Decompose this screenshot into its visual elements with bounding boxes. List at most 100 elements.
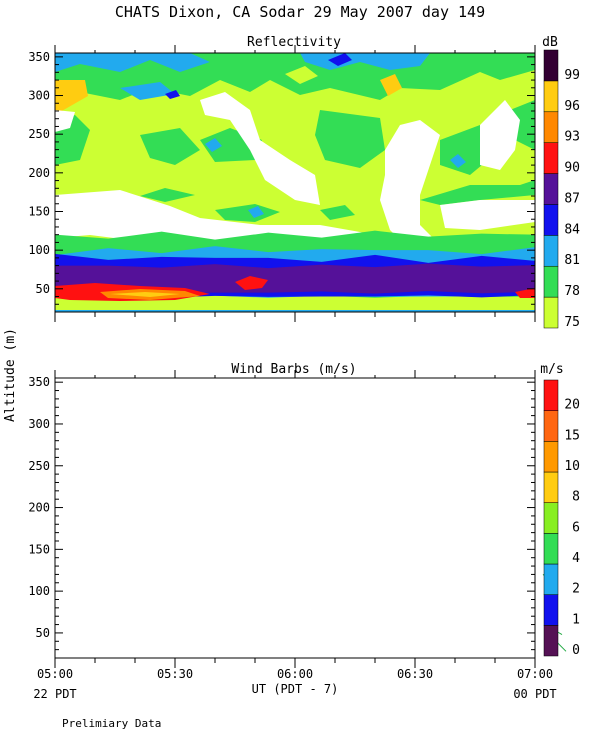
wind-barbs-title: Wind Barbs (m/s) [231, 362, 356, 377]
reflectivity-legend-label-99: 99 [564, 68, 580, 83]
wind-ytick-label-350: 350 [28, 375, 50, 389]
reflectivity-legend-swatch-99 [543, 49, 559, 82]
wind-ytick-label-250: 250 [28, 459, 50, 473]
reflectivity-legend-label-81: 81 [564, 253, 580, 268]
reflectivity-legend-swatch-87 [543, 173, 559, 205]
wind-legend-label-6: 6 [572, 520, 580, 535]
level-81-upper-patch-3 [120, 82, 175, 100]
level-78-mid-patch-10 [320, 205, 355, 220]
wind-legend-swatch-0 [543, 625, 559, 657]
reflectivity-legend-swatch-75 [543, 296, 559, 329]
wind-legend-label-0: 0 [572, 643, 580, 658]
white-region-2 [200, 92, 320, 205]
reflectivity-legend-label-93: 93 [564, 130, 580, 145]
level-81-mid-patch-2 [450, 154, 466, 168]
wind-ytick-label-150: 150 [28, 542, 50, 556]
wind-legend-swatch-15 [543, 410, 559, 442]
reflectivity-legend-label-84: 84 [564, 222, 580, 237]
figure-title: CHATS Dixon, CA Sodar 29 May 2007 day 14… [115, 3, 485, 21]
reflectivity-ytick-label-50: 50 [36, 282, 50, 296]
level-81-mid-patch-3 [248, 206, 264, 218]
level-81-upper-patch-2 [300, 53, 430, 70]
reflectivity-legend-swatch-81 [543, 235, 559, 267]
reflectivity-ytick-label-150: 150 [28, 204, 50, 218]
wind-legend-label-8: 8 [572, 490, 580, 505]
reflectivity-legend-label-90: 90 [564, 161, 580, 176]
y-axis-label: Altitude (m) [3, 328, 18, 422]
level-78-mid-patch-7 [420, 180, 535, 205]
reflectivity-legend-swatch-78 [543, 265, 559, 298]
level-81-upper-patch-1 [55, 53, 210, 72]
x-tick-label-0500: 05:00 [37, 667, 73, 681]
surface-strip [55, 310, 535, 312]
reflectivity-axes: 50 100 150 200 250 300 350 [28, 45, 536, 322]
x-left-note: 22 PDT [33, 687, 76, 701]
level-87-band [55, 263, 535, 294]
white-region-6 [440, 200, 535, 230]
wind-legend-title: m/s [540, 362, 563, 377]
x-tick-label-0700: 07:00 [517, 667, 553, 681]
reflectivity-legend-label-78: 78 [564, 284, 580, 299]
wind-legend-swatch-8 [543, 471, 559, 503]
wind-legend-label-2: 2 [572, 582, 580, 597]
level-78-mid-patch-9 [215, 204, 280, 222]
x-right-note: 00 PDT [513, 687, 556, 701]
wind-legend-label-20: 20 [564, 398, 580, 413]
wind-frame [54, 377, 536, 659]
x-tick-label-0530: 05:30 [157, 667, 193, 681]
level-84-small-patch [165, 90, 180, 99]
level-90-band-patch-2 [515, 288, 535, 298]
reflectivity-legend-label-96: 96 [564, 99, 580, 114]
reflectivity-ytick-label-300: 300 [28, 89, 50, 103]
level-78-mid-patch-8 [140, 188, 195, 202]
reflectivity-ytick-label-200: 200 [28, 166, 50, 180]
white-region-1 [55, 110, 75, 132]
reflectivity-legend-swatch-90 [543, 142, 559, 174]
reflectivity-ytick-label-350: 350 [28, 50, 50, 64]
level-78-mid-patch-3 [315, 110, 385, 168]
wind-legend-swatch-6 [543, 502, 559, 534]
wind-legend-label-1: 1 [572, 612, 580, 627]
reflectivity-title: Reflectivity [247, 35, 341, 50]
wind-colorbar: 0 1 2 4 6 8 10 15 20 [543, 379, 580, 658]
reflectivity-legend-swatch-96 [543, 80, 559, 113]
level-78-mid-patch-2 [140, 128, 200, 165]
white-region-3 [380, 120, 440, 250]
level-84-upper-patch [328, 53, 352, 66]
x-tick-label-0600: 06:00 [277, 667, 313, 681]
reflectivity-legend-label-75: 75 [564, 315, 580, 330]
reflectivity-ytick-label-100: 100 [28, 243, 50, 257]
wind-ytick-label-200: 200 [28, 501, 50, 515]
wind-legend-swatch-20 [543, 379, 559, 411]
wind-legend-swatch-1 [543, 594, 559, 626]
reflectivity-colorbar: 75 78 81 84 87 90 93 96 99 [543, 49, 580, 330]
reflectivity-ytick-label-250: 250 [28, 127, 50, 141]
white-region-4 [480, 100, 520, 170]
level-96-band-core [110, 292, 180, 297]
reflectivity-plot-area [55, 53, 535, 312]
wind-legend-swatch-10 [543, 441, 559, 473]
reflectivity-legend-swatch-93 [543, 111, 559, 143]
wind-legend-label-15: 15 [564, 428, 580, 443]
footer-note: Prelimiary Data [62, 717, 161, 730]
level-81-mid-patch-1 [205, 138, 222, 152]
wind-barbs-axes: 50 100 150 200 250 300 350 05:00 05:30 06:00 06:30… [28, 370, 553, 681]
wind-legend-label-4: 4 [572, 551, 580, 566]
x-axis-label: UT (PDT - 7) [252, 682, 339, 696]
reflectivity-legend-label-87: 87 [564, 191, 580, 206]
wind-legend-swatch-4 [543, 533, 559, 565]
x-tick-label-0630: 06:30 [397, 667, 433, 681]
wind-legend-swatch-2 [543, 563, 559, 595]
wind-ytick-label-300: 300 [28, 417, 50, 431]
wind-ytick-label-50: 50 [36, 626, 50, 640]
level-90-band-patch [235, 276, 268, 290]
level-96-upper-patch-2 [380, 74, 402, 96]
reflectivity-legend-swatch-84 [543, 204, 559, 236]
reflectivity-legend-title: dB [542, 35, 558, 50]
level-75-pocket-1 [285, 66, 318, 84]
wind-ytick-label-100: 100 [28, 584, 50, 598]
wind-barbs-panel: Wind Barbs (m/s) m/s 5010015020025030035… [28, 362, 580, 681]
